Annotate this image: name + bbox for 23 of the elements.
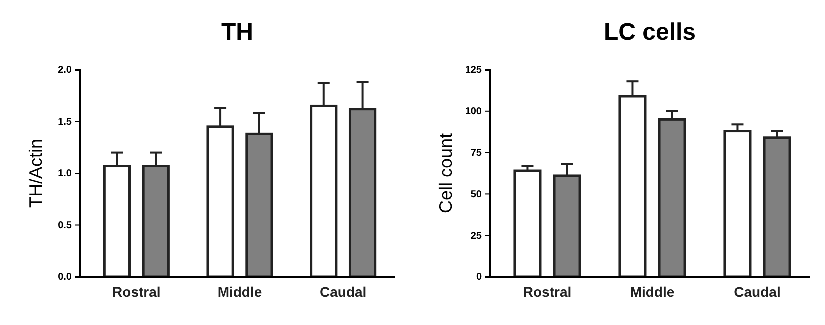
y-tick-label: 125 [465, 65, 482, 76]
y-tick-label: 25 [470, 230, 482, 242]
chart-title: TH [222, 19, 254, 46]
y-tick-label: 1.0 [58, 168, 72, 180]
y-tick-label: 50 [470, 189, 482, 200]
x-tick-label: Caudal [734, 284, 781, 300]
y-tick-label: 75 [470, 148, 482, 159]
y-axis-title: TH/Actin [26, 138, 46, 208]
bar [763, 136, 792, 278]
y-tick-label: 0.5 [58, 220, 72, 232]
x-tick-label: Caudal [320, 284, 367, 300]
y-tick-label: 1.5 [58, 116, 72, 128]
chart-title: LC cells [604, 19, 696, 46]
x-tick-label: Middle [218, 284, 262, 300]
y-axis-title: Cell count [436, 133, 456, 214]
y-tick-label: 0 [476, 272, 482, 284]
y-tick-label: 2.0 [58, 65, 72, 76]
x-tick-label: Middle [630, 284, 675, 300]
x-tick-label: Rostral [112, 284, 161, 300]
y-tick-label: 0.0 [58, 272, 72, 284]
y-tick-label: 100 [465, 106, 482, 118]
bar [514, 170, 542, 278]
x-tick-label: Rostral [523, 284, 572, 300]
